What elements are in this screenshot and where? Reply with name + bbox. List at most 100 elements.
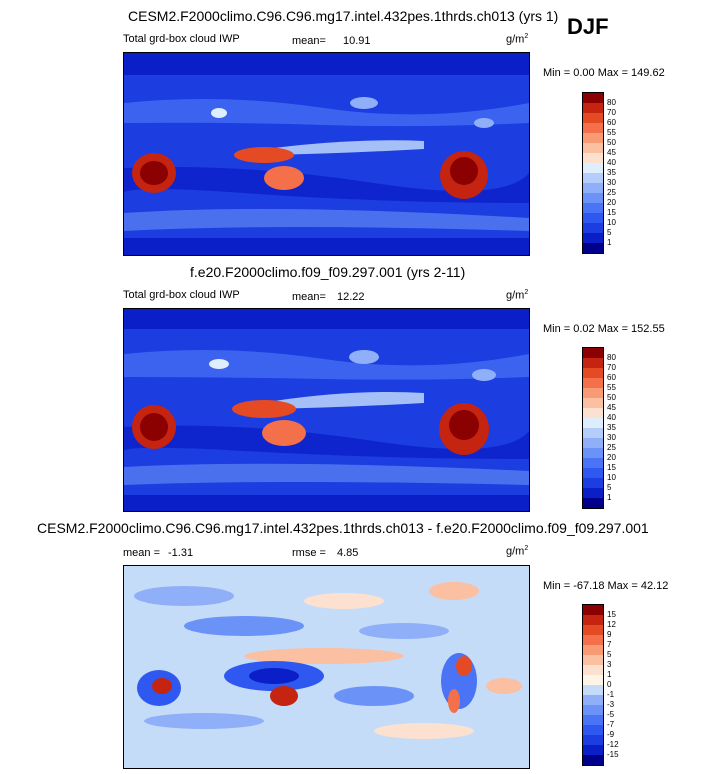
colorbar-tick-label: 20: [607, 453, 616, 462]
panel3-mean-value: -1.31: [168, 547, 194, 559]
colorbar-cell: [583, 143, 603, 153]
colorbar-tick-label: 45: [607, 148, 616, 157]
panel3-rmse-label: rmse =: [292, 547, 326, 559]
colorbar-cell: [583, 458, 603, 468]
colorbar-tick-label: 55: [607, 128, 616, 137]
colorbar-tick-label: 12: [607, 620, 616, 629]
colorbar-cell: [583, 428, 603, 438]
colorbar-tick-label: 30: [607, 433, 616, 442]
panel2-variable-label: Total grd-box cloud IWP: [123, 289, 240, 301]
colorbar-cell: [583, 605, 603, 615]
colorbar-cell: [583, 133, 603, 143]
colorbar-tick-label: -3: [607, 700, 615, 709]
colorbar-tick-label: 15: [607, 610, 616, 619]
colorbar-tick-label: 10: [607, 473, 616, 482]
panel3-colorbar: -15 -12 -9 -7 -5 -3 -1 0 1 3 5 7 9 12 15: [582, 604, 619, 766]
colorbar-tick-label: 50: [607, 393, 616, 402]
colorbar-cell: [583, 233, 603, 243]
colorbar-tick-label: 1: [607, 238, 612, 247]
panel1-mean-value: 10.91: [343, 35, 371, 47]
panel3-units: g/m2: [506, 545, 528, 558]
colorbar-cell: [583, 615, 603, 625]
colorbar-tick-label: 80: [607, 353, 616, 362]
units-base: g/m: [506, 289, 525, 302]
colorbar-tick-label: 5: [607, 650, 612, 659]
panel2-mean-value: 12.22: [337, 291, 365, 303]
colorbar-tick-label: 35: [607, 168, 616, 177]
colorbar-cell: [583, 655, 603, 665]
colorbar-tick-label: 25: [607, 443, 616, 452]
colorbar-cell: [583, 448, 603, 458]
colorbar-cell: [583, 368, 603, 378]
colorbar-tick-label: 5: [607, 483, 612, 492]
colorbar-cell: [583, 348, 603, 358]
colorbar-cell: [583, 675, 603, 685]
colorbar-tick-label: 25: [607, 188, 616, 197]
colorbar-tick-label: 70: [607, 108, 616, 117]
colorbar-cell: [583, 93, 603, 103]
colorbar-tick-label: -1: [607, 690, 615, 699]
colorbar-cell: [583, 203, 603, 213]
colorbar-tick-label: 40: [607, 413, 616, 422]
colorbar-cell: [583, 223, 603, 233]
colorbar-tick-label: 60: [607, 118, 616, 127]
colorbar-cell: [583, 715, 603, 725]
panel2-minmax: Min = 0.02 Max = 152.55: [543, 323, 665, 335]
season-label: DJF: [567, 14, 609, 39]
colorbar-tick-label: -12: [607, 740, 619, 749]
panel2-mean-label: mean=: [292, 291, 326, 303]
units-exponent: 2: [524, 33, 529, 40]
colorbar-tick-label: 50: [607, 138, 616, 147]
panel2-colorbar-cells: 1 5 10 15 20 25 30 35 40 45 50 55 60 70 80: [583, 348, 616, 508]
panel3-minmax: Min = -67.18 Max = 42.12: [543, 580, 669, 592]
panel1-units: g/m2: [506, 33, 528, 46]
colorbar-cell: [583, 113, 603, 123]
colorbar-tick-label: 1: [607, 670, 612, 679]
colorbar-tick-label: 5: [607, 228, 612, 237]
colorbar-cell: [583, 418, 603, 428]
colorbar-tick-label: 15: [607, 463, 616, 472]
colorbar-tick-label: 20: [607, 198, 616, 207]
colorbar-cell: [583, 478, 603, 488]
colorbar-cell: [583, 725, 603, 735]
colorbar-cell: [583, 193, 603, 203]
colorbar-cell: [583, 173, 603, 183]
units-exponent: 2: [524, 289, 529, 296]
colorbar-cell: [583, 695, 603, 705]
colorbar-tick-label: 10: [607, 218, 616, 227]
colorbar-tick-label: 35: [607, 423, 616, 432]
colorbar-cell: [583, 755, 603, 765]
panel1-map-svg: [124, 53, 529, 255]
colorbar-tick-label: 45: [607, 403, 616, 412]
colorbar-cell: [583, 735, 603, 745]
colorbar-cell: [583, 625, 603, 635]
panel1-mean-label: mean=: [292, 35, 326, 47]
panel3-colorbar-cells: -15 -12 -9 -7 -5 -3 -1 0 1 3 5 7 9 12 15: [583, 605, 619, 765]
colorbar-tick-label: 60: [607, 373, 616, 382]
colorbar-cell: [583, 358, 603, 368]
panel3-map-svg: [124, 566, 529, 768]
colorbar-cell: [583, 488, 603, 498]
colorbar-tick-label: 7: [607, 640, 612, 649]
panel3-map: [123, 565, 530, 769]
colorbar-cell: [583, 645, 603, 655]
colorbar-cell: [583, 635, 603, 645]
colorbar-cell: [583, 163, 603, 173]
colorbar-cell: [583, 498, 603, 508]
colorbar-tick-label: -9: [607, 730, 615, 739]
colorbar-tick-label: 30: [607, 178, 616, 187]
colorbar-cell: [583, 685, 603, 695]
colorbar-cell: [583, 705, 603, 715]
colorbar-tick-label: 40: [607, 158, 616, 167]
colorbar-cell: [583, 103, 603, 113]
colorbar-tick-label: 80: [607, 98, 616, 107]
colorbar-cell: [583, 153, 603, 163]
colorbar-cell: [583, 398, 603, 408]
colorbar-tick-label: 0: [607, 680, 612, 689]
panel1-map: [123, 52, 530, 256]
colorbar-tick-label: 9: [607, 630, 612, 639]
panel3-rmse-value: 4.85: [337, 547, 359, 559]
panel2-units: g/m2: [506, 289, 528, 302]
panel1-title: CESM2.F2000climo.C96.C96.mg17.intel.432p…: [128, 8, 559, 24]
colorbar-tick-label: 3: [607, 660, 612, 669]
